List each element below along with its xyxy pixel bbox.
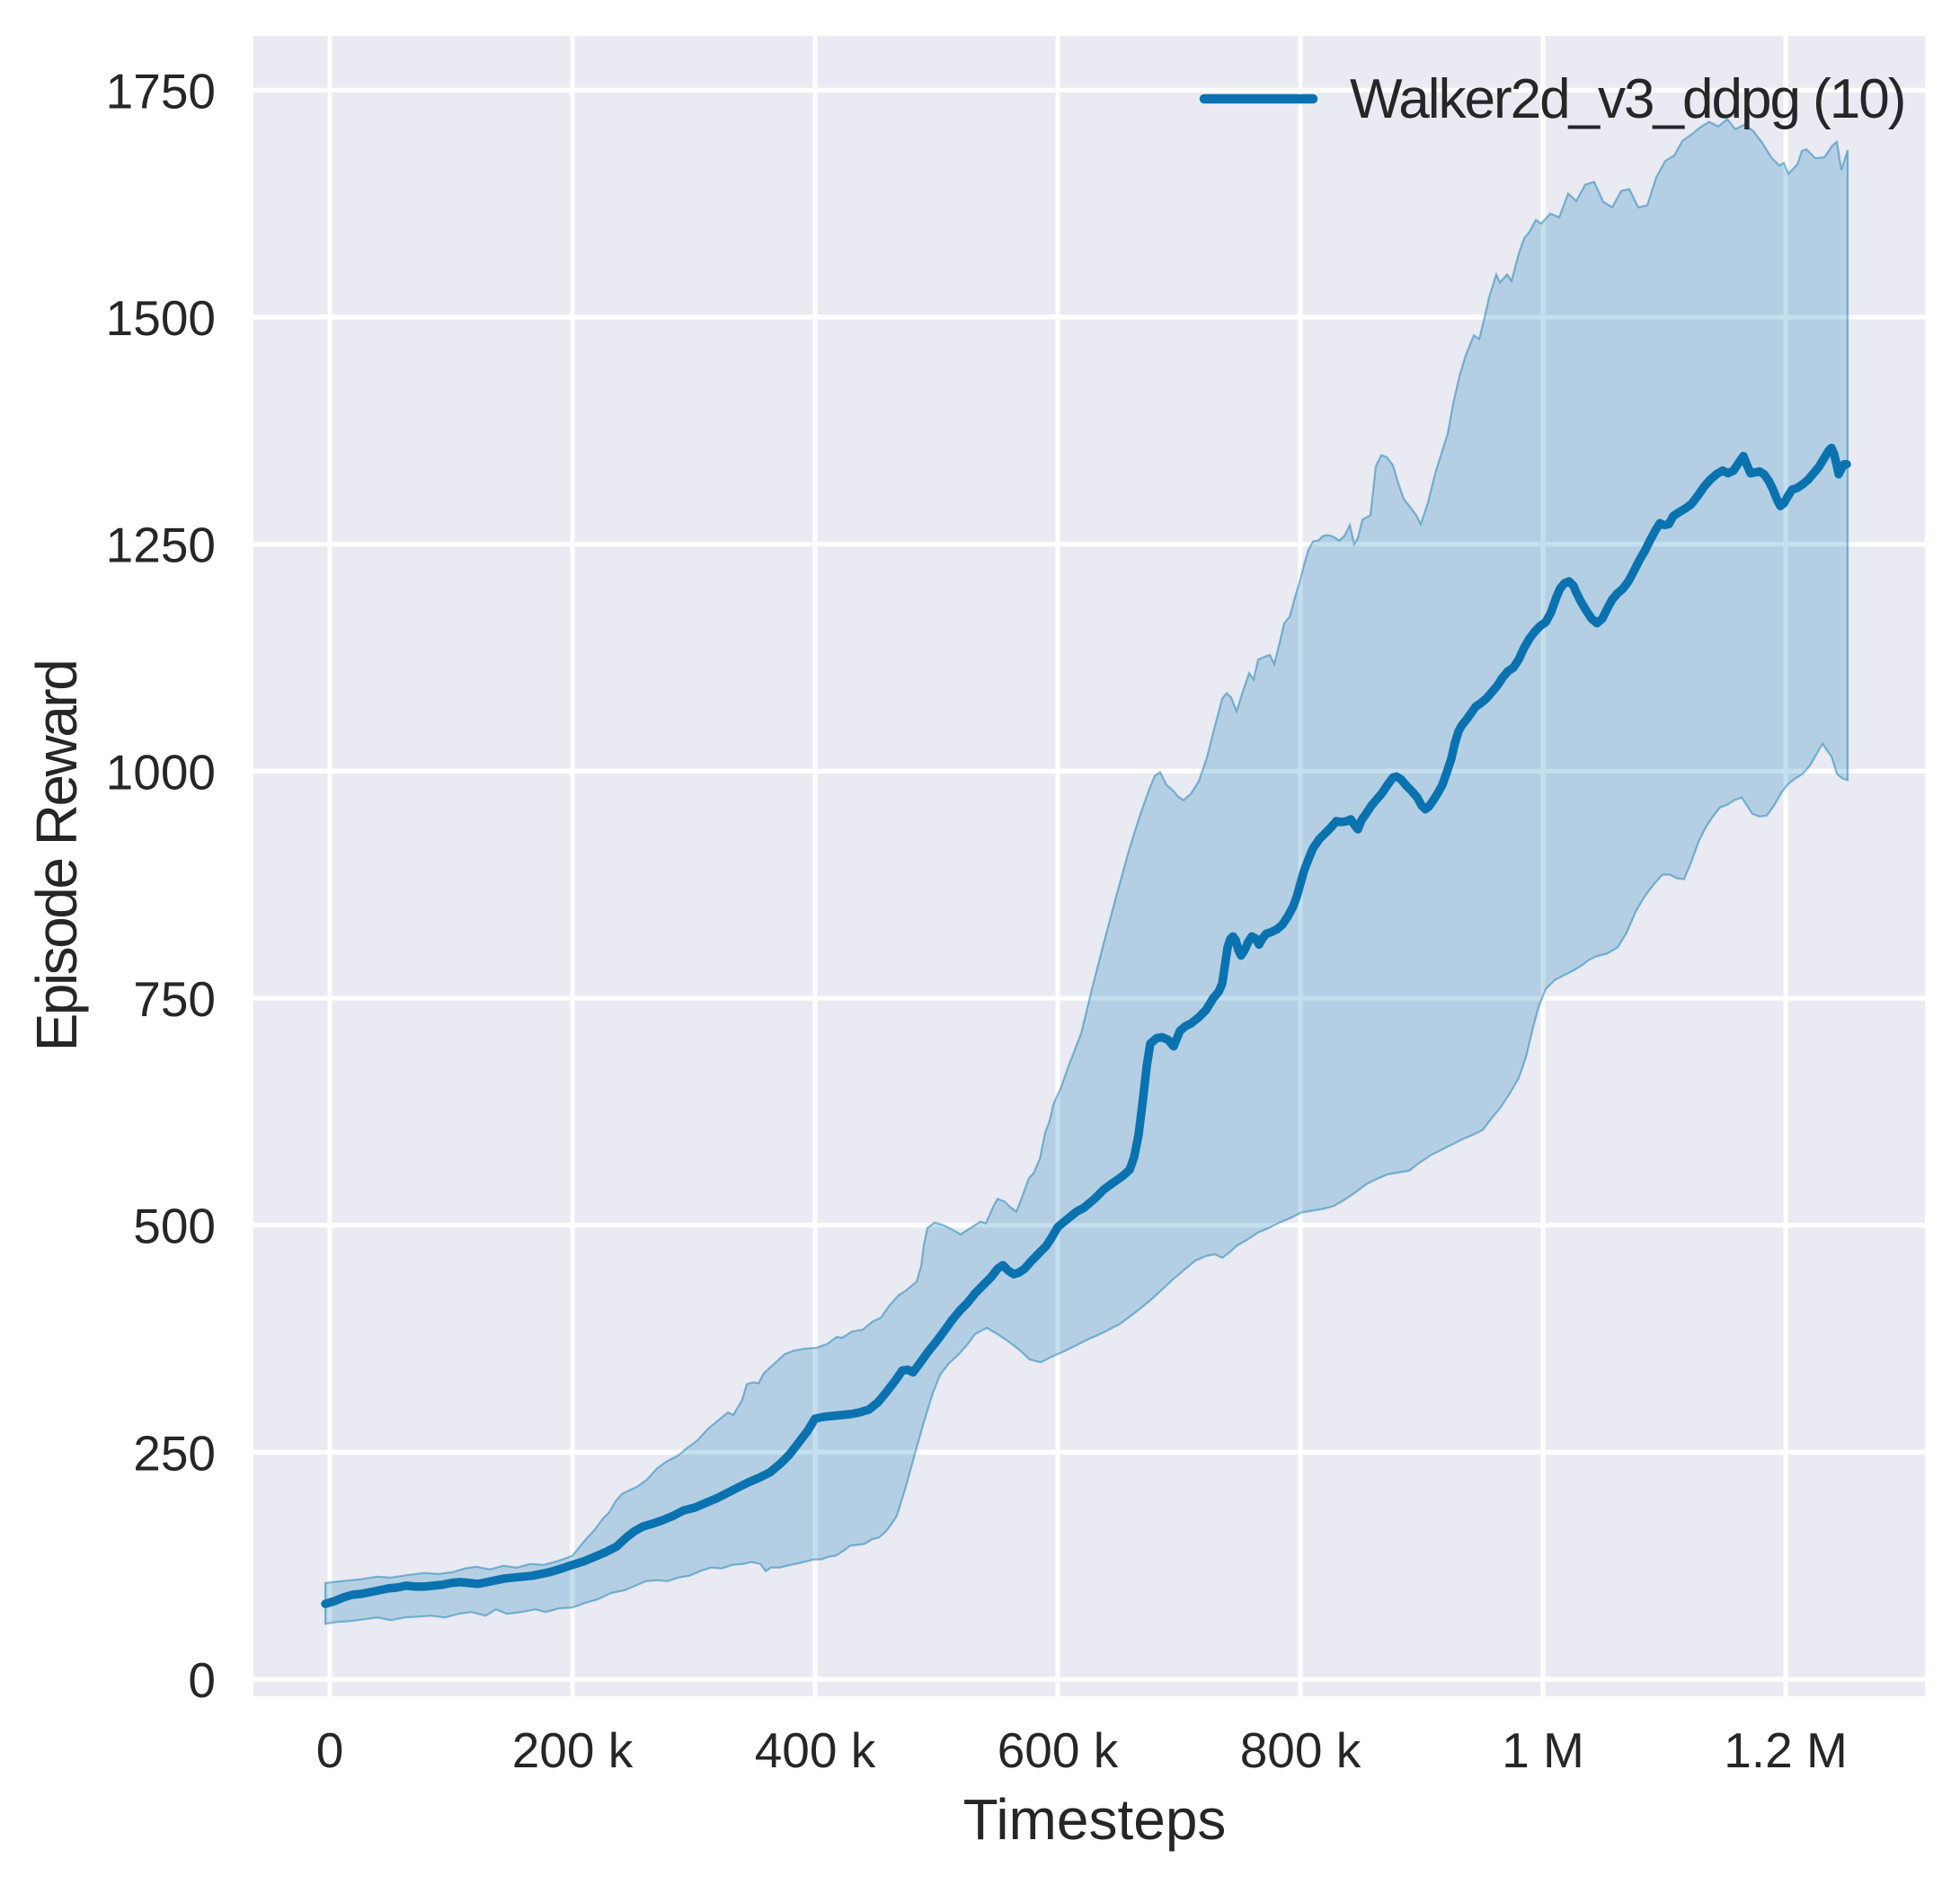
svg-text:250: 250 [133, 1425, 216, 1481]
svg-text:1000: 1000 [106, 744, 216, 800]
svg-text:200 k: 200 k [512, 1722, 634, 1778]
svg-text:400 k: 400 k [755, 1722, 876, 1778]
svg-text:500: 500 [133, 1199, 216, 1254]
svg-text:1 M: 1 M [1502, 1722, 1584, 1778]
svg-text:1500: 1500 [106, 290, 216, 346]
svg-text:750: 750 [133, 971, 216, 1027]
svg-text:1.2 M: 1.2 M [1724, 1722, 1848, 1778]
svg-text:1750: 1750 [106, 63, 216, 119]
svg-text:Episode Reward: Episode Reward [24, 661, 89, 1052]
svg-text:Walker2d_v3_ddpg (10): Walker2d_v3_ddpg (10) [1350, 68, 1904, 130]
svg-text:600 k: 600 k [998, 1722, 1119, 1778]
svg-text:0: 0 [316, 1722, 344, 1778]
svg-text:Timesteps: Timesteps [963, 1787, 1227, 1852]
svg-text:800 k: 800 k [1240, 1722, 1361, 1778]
svg-text:1250: 1250 [106, 518, 216, 573]
svg-text:0: 0 [188, 1652, 216, 1708]
